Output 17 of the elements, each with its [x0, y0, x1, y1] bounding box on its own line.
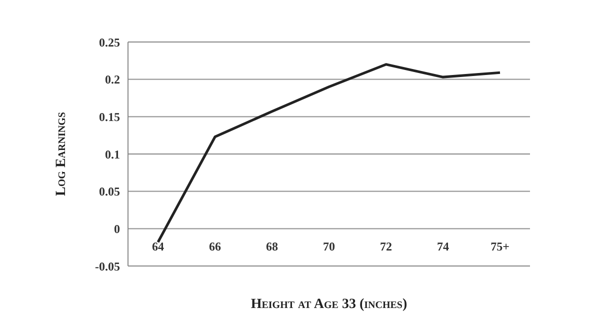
y-tick-label: 0.15 — [99, 110, 120, 124]
x-tick-label: 68 — [266, 240, 278, 254]
x-tick-label: 66 — [209, 240, 221, 254]
x-tick-label: 75+ — [490, 240, 510, 254]
y-tick-label: 0.25 — [99, 35, 120, 50]
x-axis-title: Height at Age 33 (inches) — [250, 297, 408, 312]
x-tick-label: 74 — [437, 240, 449, 254]
x-tick-label: 72 — [380, 240, 392, 254]
x-tick-label: 70 — [323, 240, 335, 254]
y-axis-title: Log Earnings — [54, 112, 69, 196]
y-tick-label: 0.05 — [99, 184, 120, 199]
x-tick-label: 64 — [152, 240, 164, 254]
y-tick-label: 0.1 — [105, 147, 120, 162]
line-series — [156, 63, 502, 244]
y-tick-label: 0.2 — [105, 72, 120, 87]
y-tick-label: -0.05 — [95, 259, 120, 274]
y-tick-label: 0 — [114, 222, 120, 236]
